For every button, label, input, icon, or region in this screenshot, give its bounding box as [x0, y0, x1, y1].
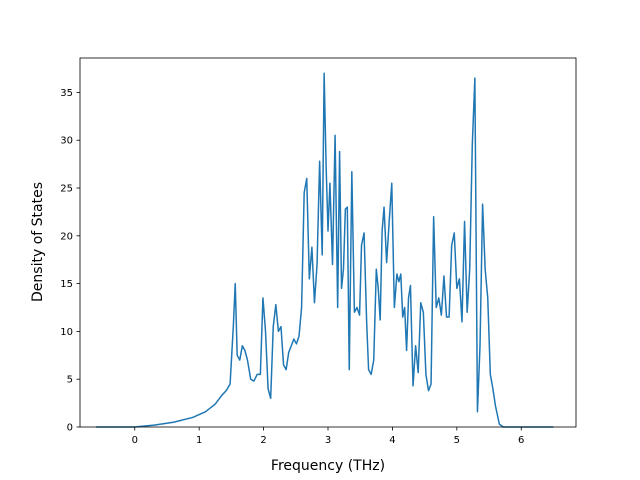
- y-tick-label: 25: [60, 184, 73, 195]
- x-tick-label: 0: [132, 435, 138, 446]
- y-axis-label: Density of States: [30, 182, 46, 302]
- x-tick-label: 4: [389, 435, 395, 446]
- y-tick-label: 35: [60, 88, 73, 99]
- y-axis-ticks: 0 5 10 15 20 25 30 35: [60, 88, 80, 434]
- x-tick-label: 1: [196, 435, 202, 446]
- x-tick-label: 2: [260, 435, 266, 446]
- y-tick-label: 15: [60, 279, 73, 290]
- x-tick-label: 5: [454, 435, 460, 446]
- x-axis-ticks: 0 1 2 3 4 5 6: [132, 427, 524, 446]
- y-tick-label: 10: [60, 327, 73, 338]
- x-tick-label: 3: [325, 435, 331, 446]
- plot-frame: [79, 57, 577, 428]
- y-tick-label: 20: [60, 231, 73, 242]
- y-tick-label: 0: [67, 423, 73, 434]
- y-tick-label: 5: [67, 375, 73, 386]
- plot-area: [96, 72, 554, 428]
- x-axis-label: Frequency (THz): [271, 458, 385, 474]
- x-tick-label: 6: [518, 435, 524, 446]
- y-tick-label: 30: [60, 136, 73, 147]
- series-line-0: [96, 72, 554, 428]
